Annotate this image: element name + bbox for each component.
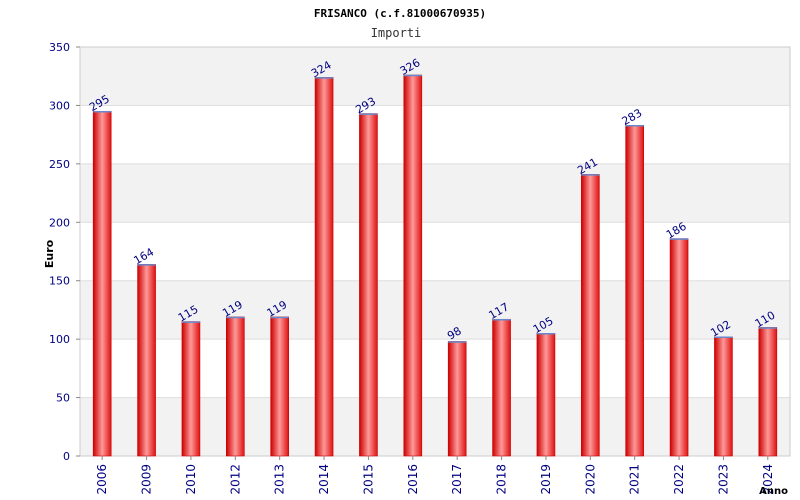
bar [492, 318, 511, 457]
y-tick-label: 300 [49, 99, 70, 112]
x-tick-label: 2014 [317, 464, 331, 495]
bar [270, 316, 289, 457]
y-tick-label: 100 [49, 333, 70, 346]
x-tick-label: 2024 [761, 464, 775, 495]
background-band [80, 47, 790, 106]
y-tick-label: 250 [49, 158, 70, 171]
y-tick-label: 50 [56, 392, 70, 405]
y-axis-label: Euro [43, 239, 56, 268]
bar [669, 238, 689, 457]
x-tick-label: 2020 [583, 464, 597, 495]
y-tick-label: 0 [63, 450, 70, 463]
y-tick-label: 200 [49, 216, 70, 229]
bar [226, 316, 245, 457]
x-tick-label: 2022 [672, 464, 686, 495]
x-tick-label: 2009 [140, 464, 154, 495]
y-axis-ticks: 0 50 100 150 200 250 300 350 [49, 41, 80, 463]
bar [403, 74, 423, 457]
y-tick-label: 350 [49, 41, 70, 54]
x-tick-label: 2023 [716, 464, 730, 495]
x-tick-label: 2015 [361, 464, 375, 495]
x-tick-label: 2018 [495, 464, 509, 495]
plot-area [79, 46, 791, 457]
bar [181, 321, 201, 457]
bar [536, 332, 556, 457]
x-tick-label: 2006 [95, 464, 109, 495]
y-tick-label: 150 [49, 275, 70, 288]
bar [92, 110, 112, 457]
bar [714, 336, 733, 457]
bar [137, 264, 156, 457]
data-label: 186 [664, 220, 689, 242]
x-axis-label: Anno [759, 486, 788, 497]
bars [92, 74, 778, 457]
data-label: 164 [131, 245, 156, 267]
background-band [80, 163, 790, 223]
bar [581, 174, 600, 457]
bar [314, 77, 334, 457]
chart-title: FRISANCO (c.f.81000670935) [314, 7, 486, 20]
chart-subtitle: Importi [371, 26, 422, 40]
bar [359, 113, 378, 457]
x-tick-label: 2017 [450, 464, 464, 495]
x-tick-label: 2019 [539, 464, 553, 495]
x-tick-label: 2012 [228, 464, 242, 495]
x-tick-label: 2016 [406, 464, 420, 495]
x-tick-label: 2013 [273, 464, 287, 495]
x-tick-label: 2021 [628, 464, 642, 495]
x-tick-label: 2010 [184, 464, 198, 495]
bar [447, 341, 467, 457]
data-label: 283 [620, 106, 645, 128]
bar [625, 124, 644, 457]
bar [758, 327, 778, 457]
x-axis-ticks: 2006 2009 2010 2012 2013 2014 2015 2016 2017 2018… [95, 456, 775, 495]
data-label: 98 [445, 324, 464, 342]
